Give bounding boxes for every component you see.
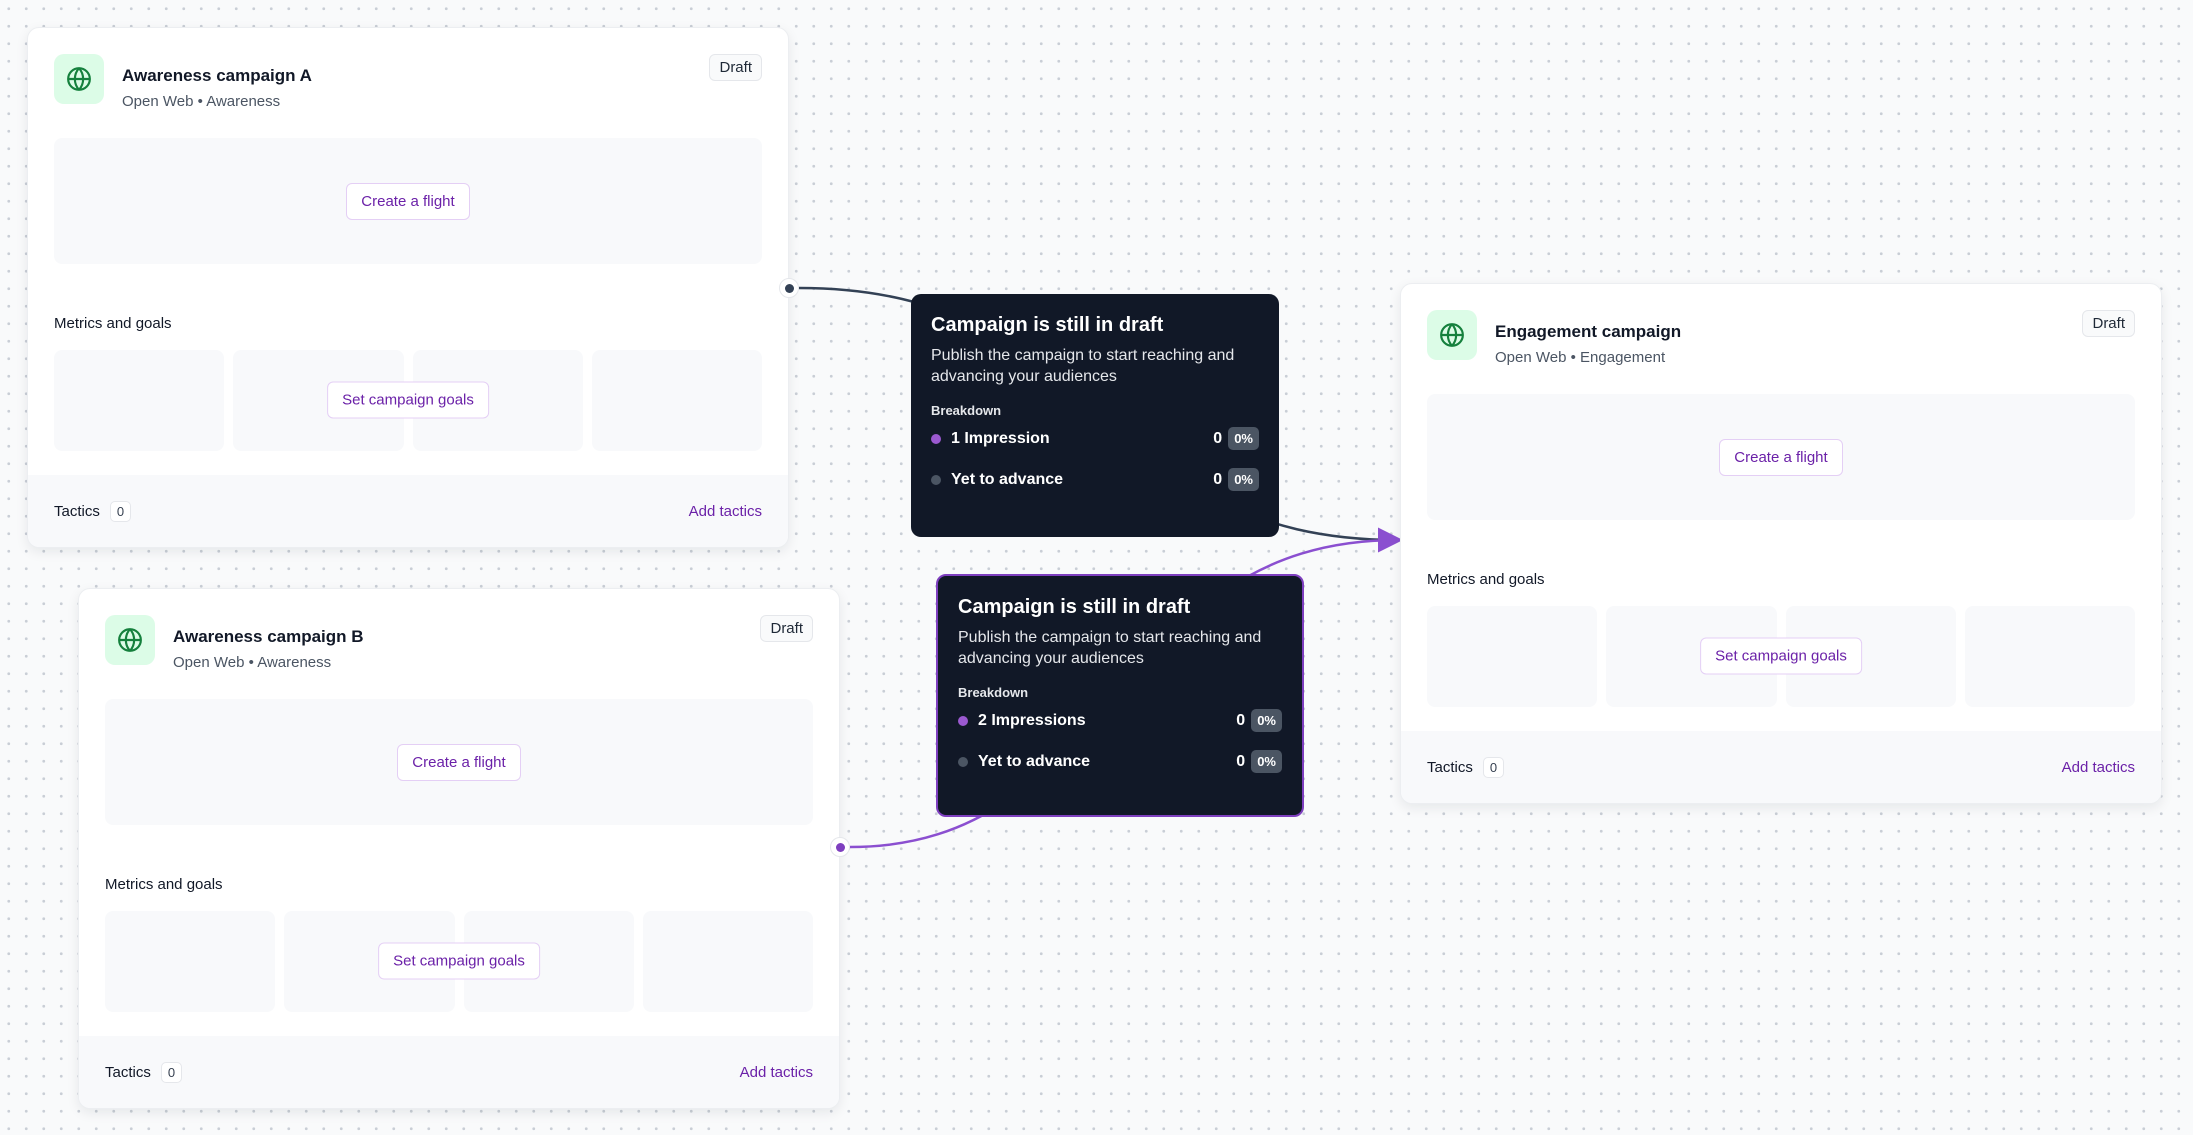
campaign-subtitle: Open Web • Awareness <box>173 654 332 671</box>
set-campaign-goals-button[interactable]: Set campaign goals <box>327 381 489 419</box>
tactics-count: 0 <box>160 1061 183 1083</box>
flights-area: Create a flight <box>1427 394 2135 520</box>
add-tactics-link[interactable]: Add tactics <box>2061 758 2135 776</box>
breakdown-row: Yet to advance 0 0% <box>958 741 1282 782</box>
status-badge: Draft <box>760 615 813 642</box>
campaign-card-engagement[interactable]: Engagement campaign Open Web • Engagemen… <box>1400 283 2162 804</box>
flights-area: Create a flight <box>54 138 762 264</box>
tactics-count: 0 <box>109 500 132 522</box>
campaign-subtitle: Open Web • Engagement <box>1495 349 1666 366</box>
tooltip-title: Campaign is still in draft <box>958 596 1191 618</box>
output-handle-a[interactable] <box>779 278 799 298</box>
status-badge: Draft <box>2082 310 2135 337</box>
campaign-card-b[interactable]: Awareness campaign B Open Web • Awarenes… <box>78 588 840 1109</box>
draft-tooltip-b: Campaign is still in draft Publish the c… <box>936 574 1304 817</box>
tactics-label: Tactics <box>1427 758 1473 776</box>
breakdown-label: Breakdown <box>931 403 1002 418</box>
create-flight-button[interactable]: Create a flight <box>397 743 521 781</box>
tooltip-description: Publish the campaign to start reaching a… <box>958 629 1262 667</box>
tactics-count: 0 <box>1482 756 1505 778</box>
tooltip-title: Campaign is still in draft <box>931 314 1164 336</box>
campaign-title: Awareness campaign B <box>173 627 364 646</box>
tooltip-description: Publish the campaign to start reaching a… <box>931 347 1235 385</box>
campaign-card-a[interactable]: Awareness campaign A Open Web • Awarenes… <box>27 27 789 548</box>
add-tactics-link[interactable]: Add tactics <box>688 502 762 520</box>
output-handle-b[interactable] <box>830 837 850 857</box>
add-tactics-link[interactable]: Add tactics <box>739 1063 813 1081</box>
card-footer: Tactics 0 Add tactics <box>28 475 788 547</box>
globe-icon <box>54 54 104 104</box>
metrics-placeholders <box>1427 606 2135 707</box>
campaign-title: Awareness campaign A <box>122 66 312 85</box>
campaign-title: Engagement campaign <box>1495 322 1682 341</box>
set-campaign-goals-button[interactable]: Set campaign goals <box>1700 637 1862 675</box>
metrics-label: Metrics and goals <box>1427 571 1545 588</box>
metrics-label: Metrics and goals <box>54 315 172 332</box>
metrics-label: Metrics and goals <box>105 876 223 893</box>
create-flight-button[interactable]: Create a flight <box>346 182 470 220</box>
campaign-subtitle: Open Web • Awareness <box>122 93 281 110</box>
globe-icon <box>1427 310 1477 360</box>
tactics-label: Tactics <box>54 502 100 520</box>
card-footer: Tactics 0 Add tactics <box>1401 731 2161 803</box>
breakdown-row: 2 Impressions 0 0% <box>958 700 1282 741</box>
breakdown-label: Breakdown <box>958 685 1029 700</box>
globe-icon <box>105 615 155 665</box>
tactics-label: Tactics <box>105 1063 151 1081</box>
card-footer: Tactics 0 Add tactics <box>79 1036 839 1108</box>
metrics-placeholders <box>105 911 813 1012</box>
status-badge: Draft <box>709 54 762 81</box>
create-flight-button[interactable]: Create a flight <box>1719 438 1843 476</box>
set-campaign-goals-button[interactable]: Set campaign goals <box>378 942 540 980</box>
metrics-placeholders <box>54 350 762 451</box>
breakdown-row: 1 Impression 0 0% <box>931 418 1259 459</box>
flights-area: Create a flight <box>105 699 813 825</box>
draft-tooltip-a: Campaign is still in draft Publish the c… <box>911 294 1279 537</box>
breakdown-row: Yet to advance 0 0% <box>931 459 1259 500</box>
